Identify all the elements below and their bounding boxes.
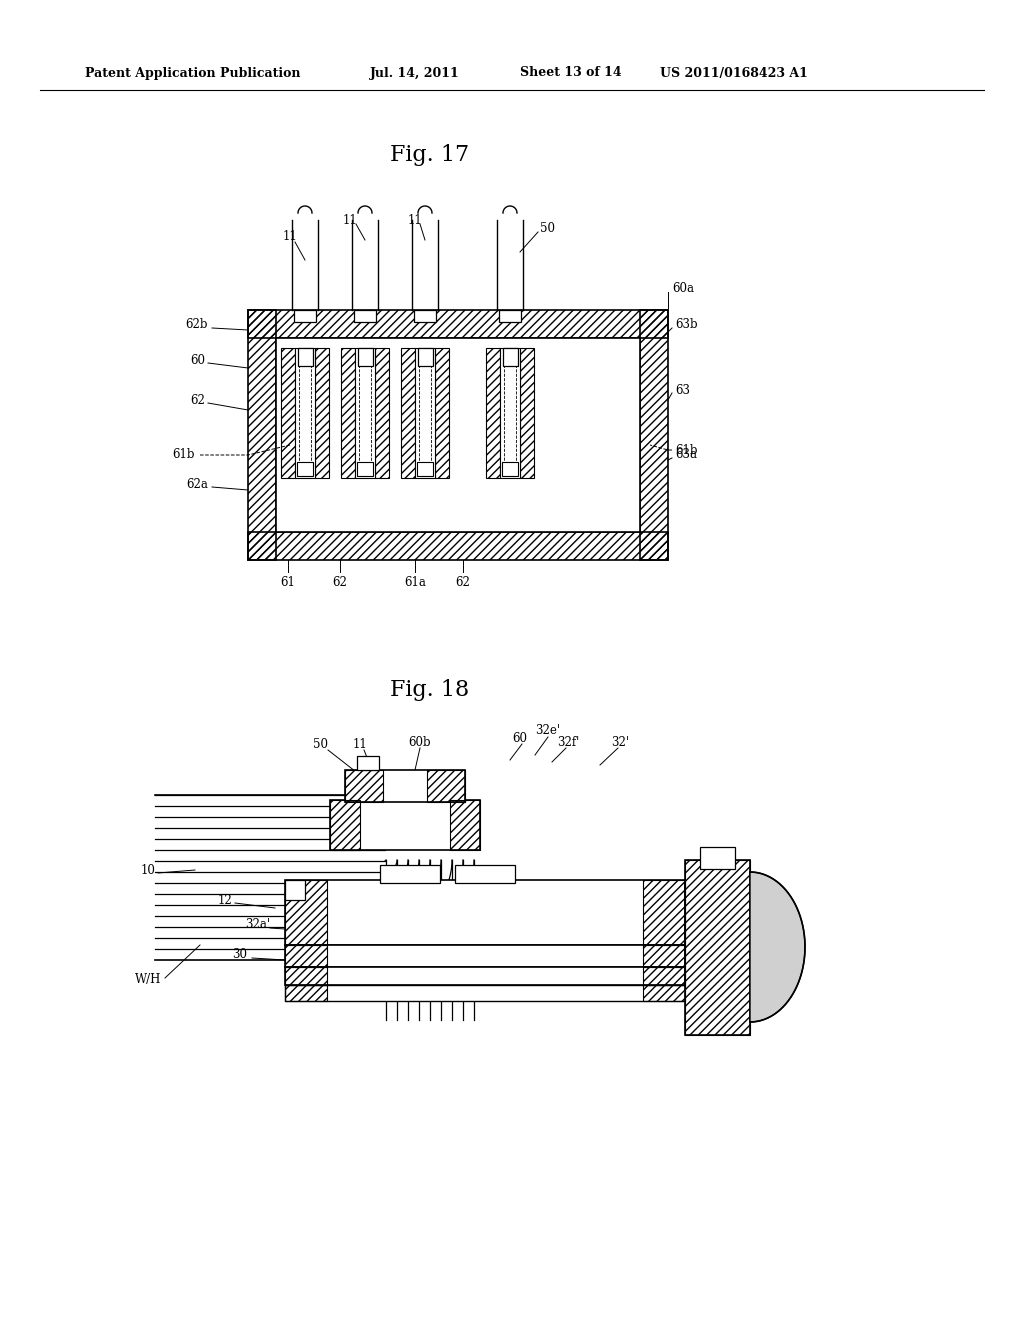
Bar xyxy=(345,770,383,803)
Text: 63: 63 xyxy=(675,384,690,396)
Text: 10: 10 xyxy=(140,863,156,876)
Bar xyxy=(502,462,518,477)
Text: 11: 11 xyxy=(408,214,422,227)
Bar xyxy=(248,532,668,560)
Bar xyxy=(357,756,379,770)
Bar xyxy=(315,348,329,478)
Text: 32a': 32a' xyxy=(246,919,270,932)
Bar xyxy=(285,985,327,1001)
Text: 60: 60 xyxy=(512,731,527,744)
Bar xyxy=(355,348,375,478)
Text: 62: 62 xyxy=(456,576,470,589)
Text: 30: 30 xyxy=(232,949,248,961)
Bar xyxy=(295,348,315,478)
Bar xyxy=(503,348,517,366)
Bar xyxy=(248,310,276,560)
Text: 60a: 60a xyxy=(672,281,694,294)
Text: 63a: 63a xyxy=(675,449,697,462)
Polygon shape xyxy=(750,873,805,1022)
Bar xyxy=(375,348,389,478)
Bar xyxy=(414,310,436,322)
Bar xyxy=(450,800,480,850)
Bar xyxy=(643,945,685,968)
Text: 60: 60 xyxy=(190,354,205,367)
Bar xyxy=(640,310,668,560)
Text: Fig. 17: Fig. 17 xyxy=(390,144,470,166)
Bar xyxy=(297,462,313,477)
Bar xyxy=(285,945,327,968)
Text: 11: 11 xyxy=(283,231,297,243)
Bar xyxy=(285,945,685,968)
Bar xyxy=(276,338,640,532)
Bar xyxy=(294,310,316,322)
Bar xyxy=(415,348,435,478)
Bar xyxy=(248,310,668,338)
Text: 61a: 61a xyxy=(404,576,426,589)
Text: 32e': 32e' xyxy=(536,723,560,737)
Bar xyxy=(685,861,750,1035)
Bar xyxy=(417,462,433,477)
Bar xyxy=(700,847,735,869)
Bar xyxy=(341,348,355,478)
Text: Patent Application Publication: Patent Application Publication xyxy=(85,66,300,79)
Bar xyxy=(354,310,376,322)
Text: Sheet 13 of 14: Sheet 13 of 14 xyxy=(520,66,622,79)
Bar xyxy=(281,348,295,478)
Bar xyxy=(285,968,685,985)
Text: 50: 50 xyxy=(540,222,555,235)
Text: 61b: 61b xyxy=(172,449,195,462)
Bar xyxy=(401,348,415,478)
Bar xyxy=(285,968,327,985)
Bar xyxy=(520,348,534,478)
Bar xyxy=(285,880,305,900)
Bar xyxy=(643,880,685,945)
Bar xyxy=(285,985,685,1001)
Text: Jul. 14, 2011: Jul. 14, 2011 xyxy=(370,66,460,79)
Bar xyxy=(330,800,360,850)
Bar xyxy=(285,880,327,945)
Bar xyxy=(285,880,685,945)
Bar xyxy=(685,861,750,1035)
Text: 62: 62 xyxy=(333,576,347,589)
Bar xyxy=(499,310,521,322)
Bar xyxy=(357,348,373,366)
Bar xyxy=(298,348,312,366)
Text: 62: 62 xyxy=(190,393,205,407)
Text: 61: 61 xyxy=(281,576,296,589)
Bar xyxy=(500,348,520,478)
Bar xyxy=(357,462,373,477)
Text: 11: 11 xyxy=(343,214,357,227)
Text: 12: 12 xyxy=(218,894,232,907)
Text: 11: 11 xyxy=(352,738,368,751)
Bar xyxy=(643,968,685,985)
Text: 61b: 61b xyxy=(675,444,697,457)
Text: Fig. 18: Fig. 18 xyxy=(390,678,470,701)
Bar xyxy=(345,770,465,803)
Text: 60b: 60b xyxy=(409,735,431,748)
Text: 63b: 63b xyxy=(675,318,697,331)
Bar xyxy=(486,348,500,478)
Bar xyxy=(330,800,480,850)
Text: US 2011/0168423 A1: US 2011/0168423 A1 xyxy=(660,66,808,79)
Bar xyxy=(455,865,515,883)
Text: W/H: W/H xyxy=(135,974,161,986)
Text: 32f': 32f' xyxy=(557,735,580,748)
Bar xyxy=(435,348,449,478)
Text: 50: 50 xyxy=(312,738,328,751)
Bar xyxy=(427,770,465,803)
Bar xyxy=(380,865,440,883)
Bar xyxy=(643,985,685,1001)
Text: 32': 32' xyxy=(611,735,629,748)
Text: 62a: 62a xyxy=(186,479,208,491)
Bar xyxy=(418,348,432,366)
Text: 62b: 62b xyxy=(185,318,208,331)
